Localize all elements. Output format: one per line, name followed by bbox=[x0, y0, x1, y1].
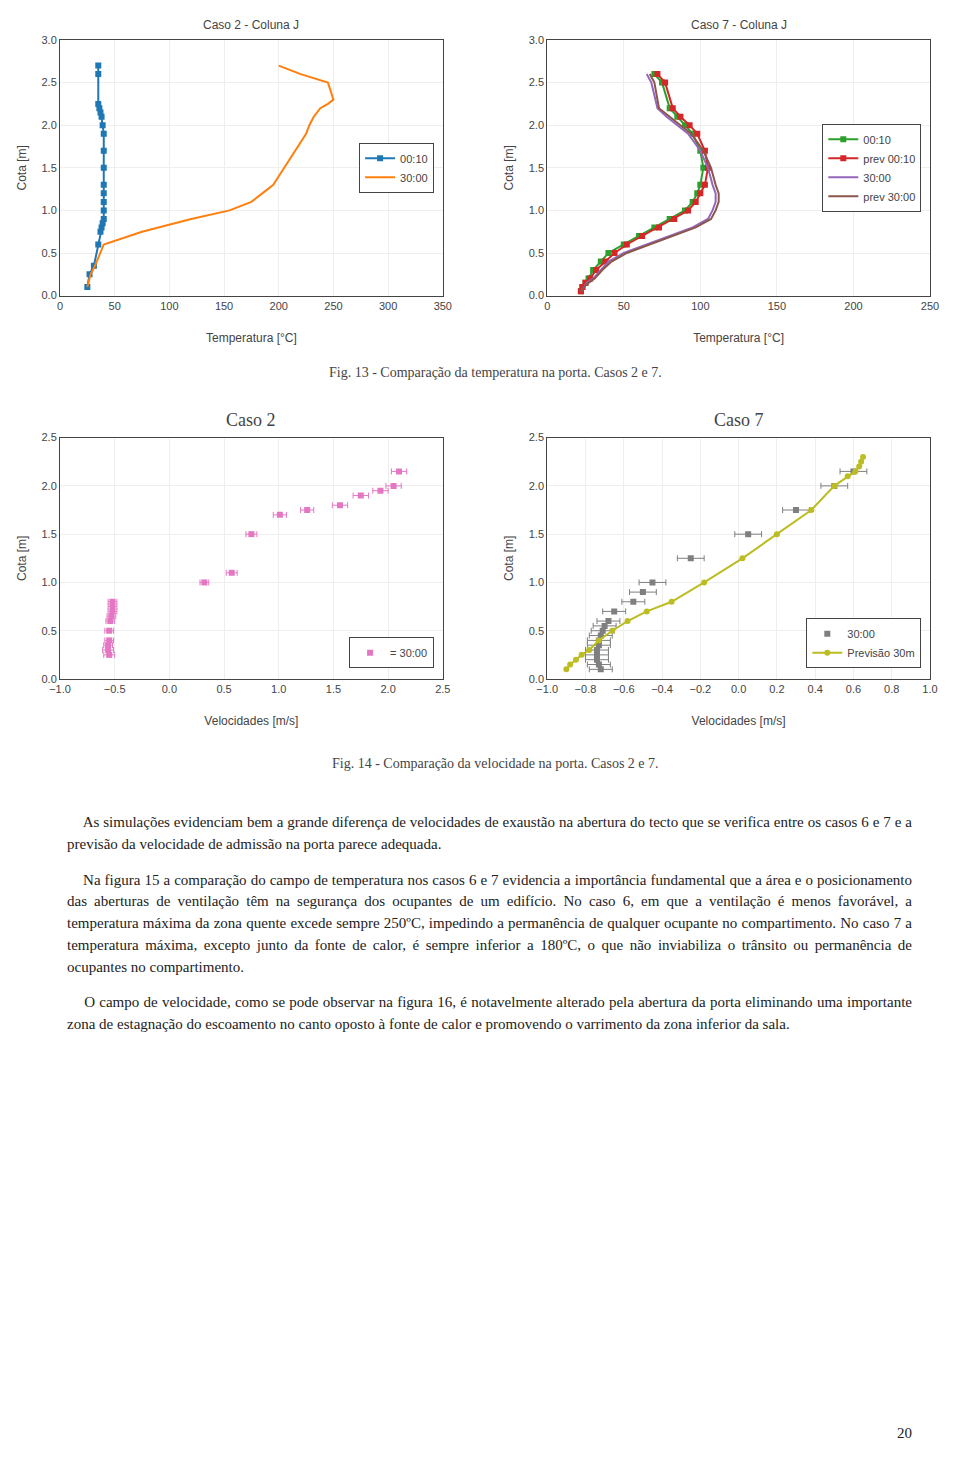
svg-text:−1.0: −1.0 bbox=[536, 683, 558, 695]
svg-text:2.5: 2.5 bbox=[529, 431, 544, 443]
svg-text:1.0: 1.0 bbox=[42, 204, 57, 216]
svg-text:300: 300 bbox=[379, 300, 397, 312]
svg-text:2.0: 2.0 bbox=[380, 683, 395, 695]
svg-text:50: 50 bbox=[618, 300, 630, 312]
svg-text:3.0: 3.0 bbox=[529, 34, 544, 46]
svg-text:prev 00:10: prev 00:10 bbox=[863, 153, 915, 165]
svg-text:1.5: 1.5 bbox=[42, 528, 57, 540]
svg-text:1.5: 1.5 bbox=[326, 683, 341, 695]
svg-text:1.5: 1.5 bbox=[529, 162, 544, 174]
svg-text:Caso 2 - Coluna J: Caso 2 - Coluna J bbox=[203, 18, 299, 32]
svg-text:1.0: 1.0 bbox=[42, 576, 57, 588]
svg-text:2.0: 2.0 bbox=[42, 480, 57, 492]
svg-text:0.0: 0.0 bbox=[42, 289, 57, 301]
svg-text:= 30:00: = 30:00 bbox=[390, 647, 427, 659]
svg-text:3.0: 3.0 bbox=[42, 34, 57, 46]
svg-text:Temperatura [°C]: Temperatura [°C] bbox=[693, 331, 784, 345]
svg-text:Caso 7 - Coluna J: Caso 7 - Coluna J bbox=[691, 18, 787, 32]
html-text:As simulações evidenciam bem a: As simulações evidenciam bem a grande di… bbox=[67, 814, 916, 852]
svg-text:0.0: 0.0 bbox=[529, 289, 544, 301]
svg-text:0: 0 bbox=[57, 300, 63, 312]
svg-text:150: 150 bbox=[215, 300, 233, 312]
svg-text:Temperatura [°C]: Temperatura [°C] bbox=[206, 331, 297, 345]
svg-text:−1.0: −1.0 bbox=[49, 683, 71, 695]
svg-text:1.5: 1.5 bbox=[42, 162, 57, 174]
svg-text:2.5: 2.5 bbox=[529, 76, 544, 88]
html-text:O campo de velocidade, como se: O campo de velocidade, como se pode obse… bbox=[67, 994, 916, 1032]
svg-text:Fig. 14 - Comparação da veloci: Fig. 14 - Comparação da velocidade na po… bbox=[332, 756, 659, 771]
svg-text:200: 200 bbox=[844, 300, 862, 312]
svg-text:Cota [m]: Cota [m] bbox=[502, 145, 516, 190]
svg-text:00:10: 00:10 bbox=[863, 134, 891, 146]
svg-text:00:10: 00:10 bbox=[400, 153, 428, 165]
svg-text:Cota [m]: Cota [m] bbox=[502, 536, 516, 581]
svg-text:0.5: 0.5 bbox=[529, 625, 544, 637]
svg-text:prev 30:00: prev 30:00 bbox=[863, 191, 915, 203]
svg-text:250: 250 bbox=[324, 300, 342, 312]
svg-text:Velocidades [m/s]: Velocidades [m/s] bbox=[204, 714, 298, 728]
svg-text:100: 100 bbox=[160, 300, 178, 312]
svg-text:0.8: 0.8 bbox=[884, 683, 899, 695]
svg-text:1.0: 1.0 bbox=[922, 683, 937, 695]
svg-text:Caso 7: Caso 7 bbox=[714, 410, 764, 430]
html-text:Na figura 15 a comparação do c: Na figura 15 a comparação do campo de te… bbox=[67, 871, 916, 975]
svg-text:30:00: 30:00 bbox=[400, 172, 428, 184]
svg-text:Caso 2: Caso 2 bbox=[226, 410, 276, 430]
svg-text:1.0: 1.0 bbox=[529, 204, 544, 216]
svg-text:Cota [m]: Cota [m] bbox=[15, 536, 29, 581]
svg-text:−0.8: −0.8 bbox=[575, 683, 597, 695]
svg-text:Cota [m]: Cota [m] bbox=[15, 145, 29, 190]
svg-text:0.5: 0.5 bbox=[42, 625, 57, 637]
svg-text:−0.6: −0.6 bbox=[613, 683, 635, 695]
svg-text:2.0: 2.0 bbox=[42, 119, 57, 131]
svg-text:1.0: 1.0 bbox=[271, 683, 286, 695]
svg-text:0.4: 0.4 bbox=[808, 683, 823, 695]
svg-text:30:00: 30:00 bbox=[863, 172, 891, 184]
svg-text:0: 0 bbox=[544, 300, 550, 312]
svg-text:Fig. 13 - Comparação da temper: Fig. 13 - Comparação da temperatura na p… bbox=[329, 365, 662, 380]
html-text:20: 20 bbox=[897, 1425, 912, 1441]
svg-text:−0.4: −0.4 bbox=[651, 683, 673, 695]
svg-text:0.6: 0.6 bbox=[846, 683, 861, 695]
svg-text:0.2: 0.2 bbox=[769, 683, 784, 695]
svg-text:0.0: 0.0 bbox=[731, 683, 746, 695]
svg-text:2.5: 2.5 bbox=[42, 431, 57, 443]
svg-text:0.5: 0.5 bbox=[42, 247, 57, 259]
svg-text:0.5: 0.5 bbox=[216, 683, 231, 695]
svg-text:2.5: 2.5 bbox=[435, 683, 450, 695]
svg-text:1.0: 1.0 bbox=[529, 576, 544, 588]
svg-text:2.5: 2.5 bbox=[42, 76, 57, 88]
svg-text:1.5: 1.5 bbox=[529, 528, 544, 540]
svg-text:2.0: 2.0 bbox=[529, 480, 544, 492]
svg-text:50: 50 bbox=[109, 300, 121, 312]
svg-text:Velocidades [m/s]: Velocidades [m/s] bbox=[692, 714, 786, 728]
svg-text:0.0: 0.0 bbox=[162, 683, 177, 695]
svg-text:350: 350 bbox=[434, 300, 452, 312]
svg-text:0.0: 0.0 bbox=[42, 673, 57, 685]
svg-text:200: 200 bbox=[270, 300, 288, 312]
svg-text:Previsão 30m: Previsão 30m bbox=[847, 647, 914, 659]
svg-text:0.5: 0.5 bbox=[529, 247, 544, 259]
svg-text:150: 150 bbox=[768, 300, 786, 312]
svg-text:2.0: 2.0 bbox=[529, 119, 544, 131]
svg-text:0.0: 0.0 bbox=[529, 673, 544, 685]
svg-text:250: 250 bbox=[921, 300, 939, 312]
svg-text:30:00: 30:00 bbox=[847, 628, 875, 640]
svg-text:−0.2: −0.2 bbox=[689, 683, 711, 695]
svg-text:−0.5: −0.5 bbox=[104, 683, 126, 695]
svg-text:100: 100 bbox=[691, 300, 709, 312]
